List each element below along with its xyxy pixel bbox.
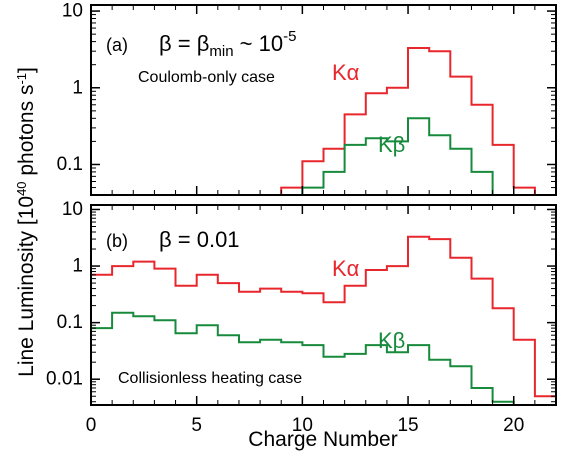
panel-a-frame: [90, 4, 557, 196]
panel-b-beta: β = 0.01: [159, 227, 240, 252]
panel-b-xtick-label: 20: [503, 415, 524, 436]
panel-a-kb-label: Kβ: [378, 132, 405, 157]
panel-b-ytick-label: 0.01: [46, 369, 83, 390]
panel-b-case-label: Collisionless heating case: [118, 370, 302, 387]
panel-b-xtick-label: 10: [292, 415, 313, 436]
panel-b-kb-label: Kβ: [378, 328, 405, 353]
panel-b-label: (b): [106, 231, 128, 251]
panel-a-beta: β = βmin ~ 10-5: [159, 28, 296, 60]
panel-b-series-kalpha-line: [91, 235, 556, 405]
panel-b-xtick-label: 5: [191, 415, 202, 436]
panel-a: 0.1 1 10 (a) β = βmin ~ 10-5 Coulomb-only …: [57, 1, 557, 196]
panel-a-label: (a): [106, 35, 128, 55]
panel-b-xtick-label: 0: [86, 415, 97, 436]
panel-a-series-kbeta-line: [280, 117, 515, 195]
panel-a-ytick-label: 1: [72, 77, 83, 98]
panel-b-frame: [90, 204, 557, 406]
panel-a-ka-label: Kα: [332, 60, 360, 85]
panel-b-xtick-label: 15: [397, 415, 418, 436]
panel-b-ytick-label: 0.1: [57, 312, 83, 333]
panel-b-ytick-label: 1: [72, 256, 83, 277]
panel-a-case-label: Coulomb-only case: [138, 69, 275, 86]
panel-b-ytick-label: 10: [62, 199, 83, 220]
panel-b-series-kbeta-line: [91, 311, 515, 405]
x-axis-label: Charge Number: [248, 428, 397, 451]
panel-a-ytick-label: 0.1: [57, 154, 83, 175]
panel-b: 0.01 0.1 1 10 0 5 10 15 20 (b) β = 0.01 Collisio…: [46, 199, 557, 436]
y-axis-label: Line Luminosity [1040 photons s-1]: [14, 67, 39, 377]
panel-b-ka-label: Kα: [332, 256, 360, 281]
panel-a-ytick-label: 10: [62, 1, 83, 22]
panel-a-series-kalpha-line: [280, 47, 536, 195]
